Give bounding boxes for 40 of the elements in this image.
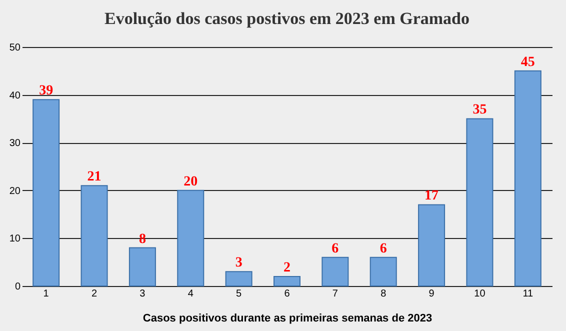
y-tick-label: 30 [9, 138, 21, 150]
bar [225, 271, 252, 286]
bar [32, 99, 60, 286]
x-tick-label: 3 [140, 288, 146, 300]
data-label: 6 [332, 241, 339, 256]
bar [274, 276, 300, 286]
x-tick-label: 10 [474, 288, 486, 300]
y-tick-label: 0 [14, 282, 21, 292]
data-label: 21 [87, 170, 102, 185]
data-label: 35 [472, 102, 487, 118]
x-tick-label: 6 [284, 288, 290, 300]
bar [466, 118, 494, 286]
chart-title: Evolução dos casos postivos em 2023 em Gramado [104, 9, 470, 28]
bar [514, 70, 542, 286]
bar [418, 204, 446, 286]
data-label: 17 [424, 188, 439, 204]
y-tick-label: 20 [9, 186, 21, 197]
x-tick-label: 9 [428, 288, 435, 300]
y-tick-label: 40 [9, 90, 21, 102]
data-label: 3 [235, 256, 242, 271]
x-tick-label: 7 [332, 288, 338, 300]
x-tick-label: 4 [188, 288, 194, 300]
x-tick-label: 1 [43, 288, 50, 300]
data-label: 45 [520, 54, 535, 70]
y-tick-label: 10 [9, 234, 21, 245]
x-tick-label: 5 [236, 288, 242, 300]
bar [177, 190, 204, 286]
data-label: 2 [284, 260, 290, 276]
x-tick-label: 2 [91, 288, 98, 300]
data-label: 20 [184, 174, 198, 190]
bar [322, 256, 349, 286]
data-label: 6 [380, 241, 387, 256]
x-axis-title: Casos positivos durante as primeiras semanas de 2023 [142, 312, 432, 324]
x-tick-label: 11 [522, 288, 534, 300]
y-tick-label: 50 [9, 42, 21, 54]
bar [128, 247, 156, 286]
bar [80, 185, 108, 286]
data-label: 39 [39, 84, 54, 99]
x-tick-label: 8 [380, 288, 387, 300]
bar [370, 256, 397, 286]
